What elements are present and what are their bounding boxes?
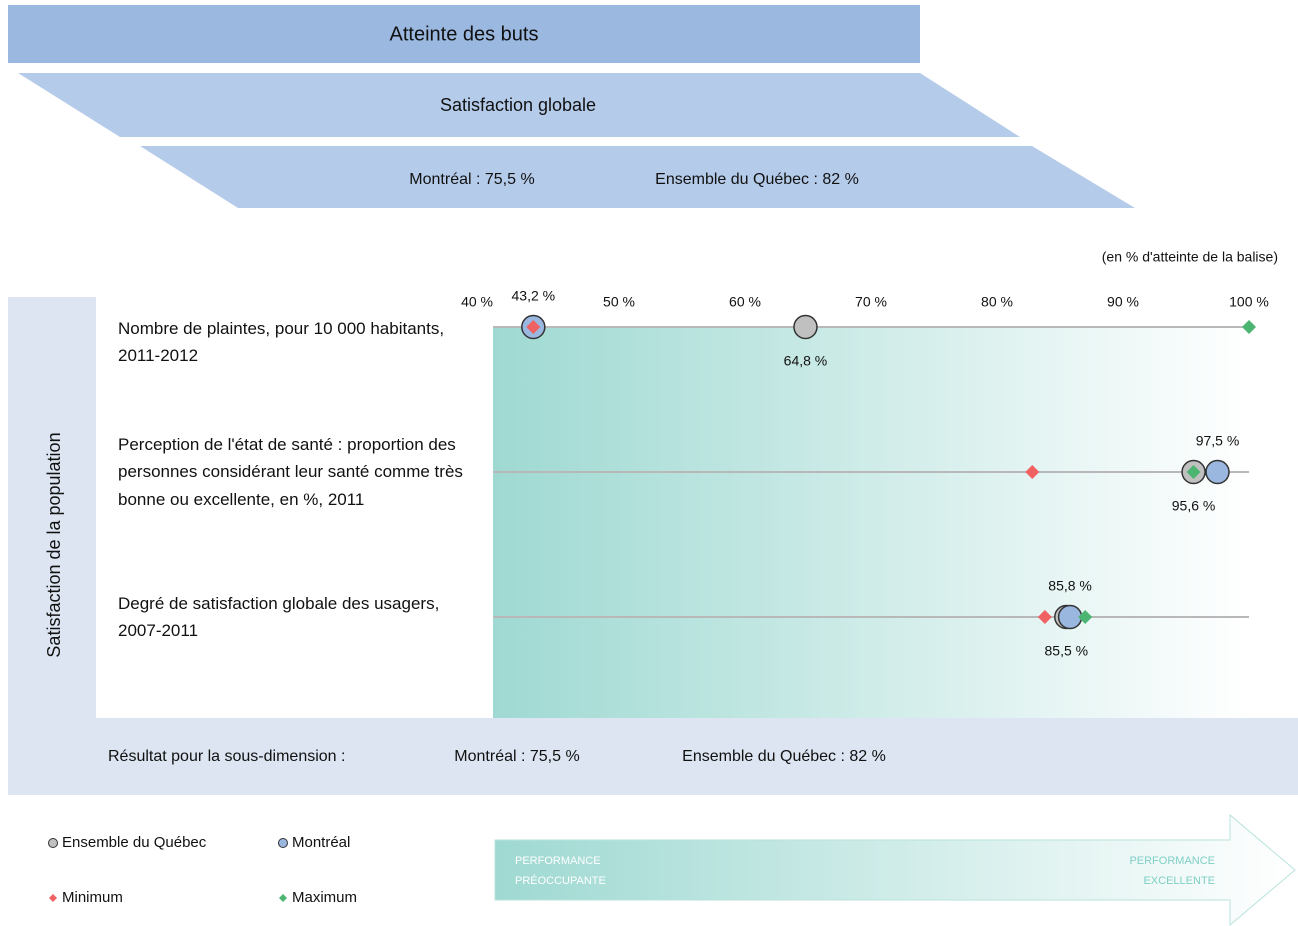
legend-swatch (278, 838, 288, 848)
dot (1057, 604, 1083, 630)
header-result: Montréal : 75,5 % (409, 171, 534, 188)
diamond (1037, 610, 1052, 624)
legend-label: Minimum (62, 889, 123, 906)
value-label: 85,5 % (1045, 643, 1089, 659)
diamond (1242, 320, 1256, 334)
x-tick-label: 60 % (729, 294, 761, 310)
subtitle-banner (18, 73, 1020, 137)
value-label: 85,8 % (1048, 578, 1092, 594)
category-label: Nombre de plaintes, pour 10 000 habitant… (118, 318, 445, 366)
x-tick-label: 90 % (1107, 294, 1139, 310)
x-tick-label: 40 % (461, 294, 493, 310)
diamond (1078, 610, 1093, 624)
legend-label: Maximum (292, 889, 357, 906)
result-banner (140, 146, 1135, 208)
header-result: Ensemble du Québec : 82 % (655, 171, 859, 188)
result-value: Montréal : 75,5 % (454, 748, 579, 765)
title-banner (8, 5, 920, 63)
category-label: Degré de satisfaction globale des usager… (118, 593, 440, 641)
legend-swatch (48, 838, 58, 848)
x-tick-label: 80 % (981, 294, 1013, 310)
legend-label: Montréal (292, 834, 350, 851)
x-tick-label: 50 % (603, 294, 635, 310)
arrow-label: Performance (1129, 855, 1215, 867)
subtitle: Satisfaction globale (440, 95, 596, 115)
category-label: Perception de l'état de santé : proporti… (118, 434, 463, 509)
plot-area (493, 327, 1249, 718)
legend-swatch (279, 894, 287, 902)
x-tick-label: 70 % (855, 294, 887, 310)
value-label: 64,8 % (784, 353, 828, 369)
result-value: Ensemble du Québec : 82 % (682, 748, 886, 765)
y-label: Satisfaction de la population (44, 432, 64, 657)
x-tick-label: 100 % (1229, 294, 1269, 310)
dot (793, 314, 818, 340)
diamond (1186, 465, 1201, 479)
legend-label: Ensemble du Québec (62, 834, 207, 851)
arrow-label: Performance (515, 855, 601, 867)
value-label: 43,2 % (512, 288, 556, 304)
value-label: 95,6 % (1172, 498, 1216, 514)
arrow-label: excellente (1143, 875, 1215, 887)
performance-arrow (494, 813, 1296, 926)
diamond (1025, 465, 1040, 479)
arrow-label: préoccupante (515, 874, 606, 887)
unit-note: (en % d'atteinte de la balise) (1102, 249, 1278, 265)
result-label: Résultat pour la sous-dimension : (108, 748, 345, 765)
title: Atteinte des buts (390, 23, 539, 45)
diamond (526, 320, 541, 334)
dot (1205, 459, 1230, 485)
legend-swatch (49, 894, 57, 902)
value-label: 97,5 % (1196, 433, 1240, 449)
